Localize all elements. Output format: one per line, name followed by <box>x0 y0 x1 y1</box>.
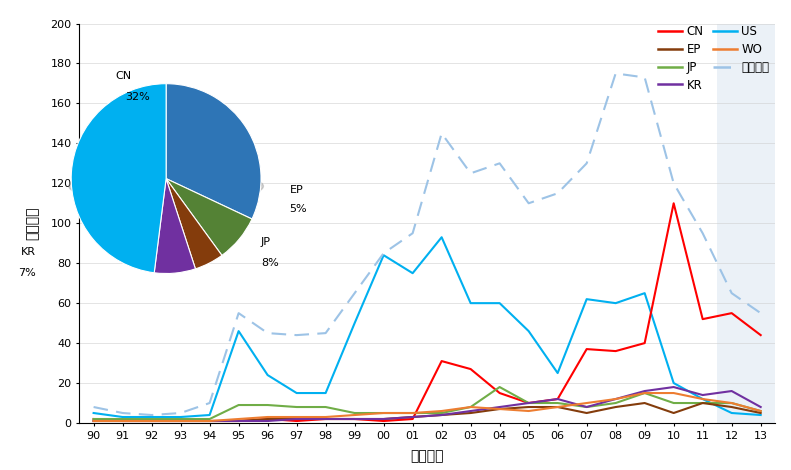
X-axis label: 입원연도: 입원연도 <box>411 449 444 463</box>
Wedge shape <box>154 179 195 274</box>
Wedge shape <box>166 179 222 269</box>
Y-axis label: 입원건수: 입원건수 <box>25 206 40 240</box>
Text: 5%: 5% <box>290 204 307 214</box>
Text: KR: KR <box>21 247 36 257</box>
Legend: CN, EP, JP, KR, US, WO, 분자표지: CN, EP, JP, KR, US, WO, 분자표지 <box>658 25 770 92</box>
Text: 8%: 8% <box>261 258 278 268</box>
Text: EP: EP <box>290 185 303 195</box>
Wedge shape <box>71 84 166 273</box>
Wedge shape <box>166 179 252 255</box>
Text: JP: JP <box>261 237 271 247</box>
Text: 32%: 32% <box>125 92 150 102</box>
Text: 7%: 7% <box>18 268 36 278</box>
Bar <box>717 24 775 423</box>
Ellipse shape <box>69 170 263 203</box>
Text: US
48%: US 48% <box>0 160 2 188</box>
Wedge shape <box>166 84 261 219</box>
Text: CN: CN <box>115 71 131 81</box>
